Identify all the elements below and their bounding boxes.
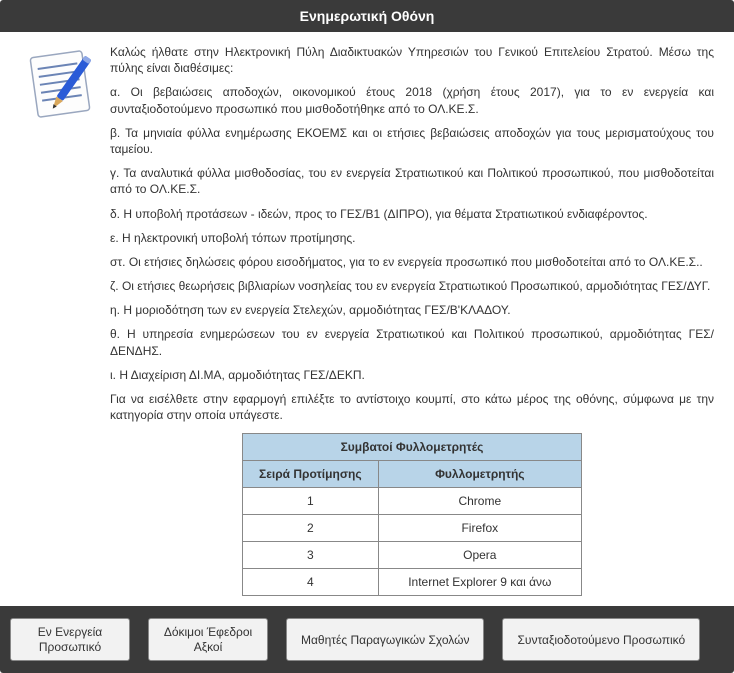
- table-cell-browser: Chrome: [378, 488, 581, 515]
- school-students-button[interactable]: Μαθητές Παραγωγικών Σχολών: [286, 618, 484, 661]
- info-text-column: Καλώς ήλθατε στην Ηλεκτρονική Πύλη Διαδι…: [110, 44, 714, 596]
- item-e: ε. Η ηλεκτρονική υποβολή τόπων προτίμηση…: [110, 230, 714, 246]
- table-title: Συμβατοί Φυλλομετρητές: [243, 434, 582, 461]
- compatible-browsers-table: Συμβατοί Φυλλομετρητές Σειρά Προτίμησης …: [242, 433, 582, 596]
- item-st: στ. Οι ετήσιες δηλώσεις φόρου εισοδήματο…: [110, 254, 714, 270]
- table-row: 2 Firefox: [243, 515, 582, 542]
- table-cell-browser: Internet Explorer 9 και άνω: [378, 569, 581, 596]
- retired-personnel-button[interactable]: Συνταξιοδοτούμενο Προσωπικό: [502, 618, 700, 661]
- item-z: ζ. Οι ετήσιες θεωρήσεις βιβλιαρίων νοσηλ…: [110, 278, 714, 294]
- reserve-cadets-button[interactable]: Δόκιμοι Έφεδροι Αξκοί: [148, 618, 268, 661]
- item-b: β. Τα μηνιαία φύλλα ενημέρωσης ΕΚΟΕΜΣ κα…: [110, 125, 714, 157]
- table-cell-pref: 2: [243, 515, 379, 542]
- table-cell-pref: 4: [243, 569, 379, 596]
- table-col-preference: Σειρά Προτίμησης: [243, 461, 379, 488]
- table-cell-browser: Firefox: [378, 515, 581, 542]
- document-pen-icon: [20, 44, 110, 127]
- footer-button-bar: Εν Ενεργεία Προσωπικό Δόκιμοι Έφεδροι Αξ…: [0, 606, 734, 673]
- table-row: 4 Internet Explorer 9 και άνω: [243, 569, 582, 596]
- item-th: θ. Η υπηρεσία ενημερώσεων του εν ενεργεί…: [110, 326, 714, 358]
- intro-text: Καλώς ήλθατε στην Ηλεκτρονική Πύλη Διαδι…: [110, 44, 714, 76]
- button-label-line2: Προσωπικό: [39, 640, 101, 654]
- page-header: Ενημερωτική Οθόνη: [0, 0, 734, 32]
- outro-text: Για να εισέλθετε στην εφαρμογή επιλέξτε …: [110, 391, 714, 423]
- button-label: Μαθητές Παραγωγικών Σχολών: [301, 633, 469, 647]
- button-label-line1: Δόκιμοι Έφεδροι: [164, 625, 252, 639]
- content-area: Καλώς ήλθατε στην Ηλεκτρονική Πύλη Διαδι…: [0, 32, 734, 606]
- table-row: 3 Opera: [243, 542, 582, 569]
- table-cell-pref: 3: [243, 542, 379, 569]
- active-personnel-button[interactable]: Εν Ενεργεία Προσωπικό: [10, 618, 130, 661]
- table-col-browser: Φυλλομετρητής: [378, 461, 581, 488]
- table-row: 1 Chrome: [243, 488, 582, 515]
- item-h: η. Η μοριοδότηση των εν ενεργεία Στελεχώ…: [110, 302, 714, 318]
- button-label: Συνταξιοδοτούμενο Προσωπικό: [517, 633, 685, 647]
- button-label-line1: Εν Ενεργεία: [38, 625, 102, 639]
- table-cell-pref: 1: [243, 488, 379, 515]
- item-i: ι. Η Διαχείριση ΔΙ.ΜΑ, αρμοδιότητας ΓΕΣ/…: [110, 367, 714, 383]
- item-d: δ. Η υποβολή προτάσεων - ιδεών, προς το …: [110, 206, 714, 222]
- page-title: Ενημερωτική Οθόνη: [300, 8, 435, 24]
- button-label-line2: Αξκοί: [194, 640, 223, 654]
- item-c: γ. Τα αναλυτικά φύλλα μισθοδοσίας, του ε…: [110, 165, 714, 197]
- item-a: α. Οι βεβαιώσεις αποδοχών, οικονομικού έ…: [110, 84, 714, 116]
- table-cell-browser: Opera: [378, 542, 581, 569]
